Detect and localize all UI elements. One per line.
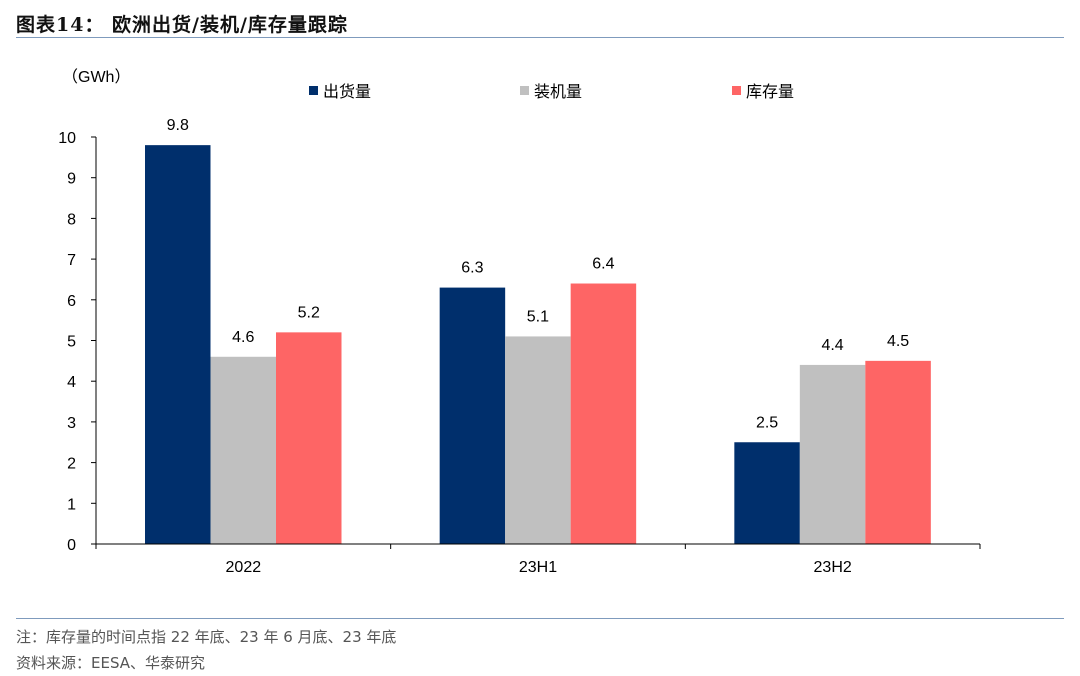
y-tick-label: 10 bbox=[58, 130, 76, 147]
legend-label: 装机量 bbox=[534, 82, 582, 101]
legend-label: 出货量 bbox=[323, 82, 371, 101]
footnote: 注：库存量的时间点指 22 年底、23 年 6 月底、23 年底 bbox=[16, 628, 397, 646]
y-tick-label: 2 bbox=[67, 456, 76, 473]
bars bbox=[145, 145, 931, 544]
x-category-label: 23H1 bbox=[519, 559, 557, 576]
source-note: 资料来源：EESA、华泰研究 bbox=[16, 654, 206, 672]
legend: 出货量 装机量 库存量 bbox=[309, 82, 794, 101]
data-label: 4.4 bbox=[821, 337, 843, 354]
y-axis: 0 1 2 3 4 5 6 7 8 9 10 bbox=[58, 130, 97, 554]
footer-divider bbox=[16, 618, 1064, 619]
x-category-label: 23H2 bbox=[814, 559, 852, 576]
x-axis: 2022 23H1 23H2 bbox=[95, 543, 981, 576]
y-tick-label: 9 bbox=[67, 171, 76, 188]
legend-swatch bbox=[309, 86, 318, 95]
bar bbox=[734, 442, 800, 544]
data-label: 2.5 bbox=[756, 414, 778, 431]
bar bbox=[210, 356, 276, 544]
data-labels: 9.8 6.3 2.5 4.6 5.1 4.4 5.2 6.4 4.5 bbox=[167, 117, 910, 431]
legend-swatch bbox=[520, 86, 529, 95]
title-divider bbox=[16, 37, 1064, 38]
data-label: 6.4 bbox=[592, 256, 614, 273]
y-tick-label: 0 bbox=[67, 537, 76, 554]
bar bbox=[570, 283, 637, 544]
data-label: 5.1 bbox=[527, 308, 549, 325]
y-tick-label: 3 bbox=[67, 415, 76, 432]
bar bbox=[799, 364, 866, 544]
figure-title: 图表14： 欧洲出货/装机/库存量跟踪 bbox=[16, 14, 348, 36]
bar bbox=[145, 145, 211, 544]
data-label: 4.5 bbox=[887, 333, 909, 350]
y-tick-label: 5 bbox=[67, 334, 76, 351]
x-category-label: 2022 bbox=[226, 559, 262, 576]
y-axis-unit-label: （GWh） bbox=[62, 68, 130, 86]
data-label: 5.2 bbox=[298, 304, 320, 321]
legend-label: 库存量 bbox=[746, 82, 794, 101]
bar bbox=[865, 360, 931, 544]
data-label: 6.3 bbox=[461, 260, 483, 277]
legend-swatch bbox=[732, 86, 741, 95]
y-tick-label: 7 bbox=[67, 252, 76, 269]
data-label: 4.6 bbox=[232, 329, 254, 346]
y-tick-label: 4 bbox=[67, 374, 76, 391]
y-tick-label: 6 bbox=[67, 293, 76, 310]
y-tick-label: 8 bbox=[67, 211, 76, 228]
data-label: 9.8 bbox=[167, 117, 189, 134]
bar bbox=[276, 332, 342, 544]
bar bbox=[505, 336, 571, 544]
bar bbox=[439, 287, 506, 544]
y-tick-label: 1 bbox=[67, 496, 76, 513]
